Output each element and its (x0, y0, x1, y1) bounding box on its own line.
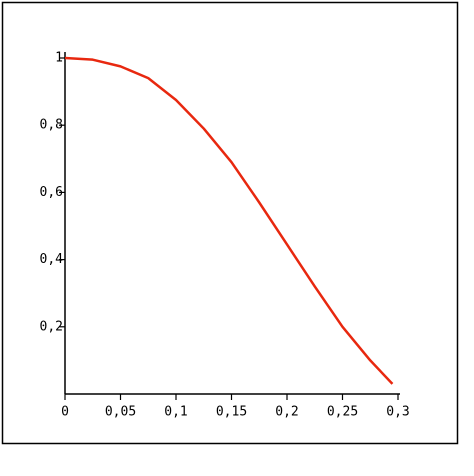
frame (1, 1, 459, 445)
x-tick-label: 0,1 (164, 405, 187, 420)
x-tick-label: 0,25 (327, 405, 358, 420)
x-tick-label: 0,3 (386, 405, 409, 420)
x-tick-label: 0 (61, 405, 69, 420)
y-tick-label: 0,8 (40, 118, 63, 133)
y-tick-label: 0,4 (40, 252, 64, 267)
x-tick-label: 0,05 (105, 405, 136, 420)
y-tick-label: 0,6 (40, 185, 63, 200)
y-tick-label: 1 (55, 51, 63, 66)
x-tick-label: 0,15 (216, 405, 247, 420)
x-tick-label: 0,2 (275, 405, 298, 420)
curve (64, 56, 394, 385)
y-tick-label: 0,2 (40, 319, 63, 334)
